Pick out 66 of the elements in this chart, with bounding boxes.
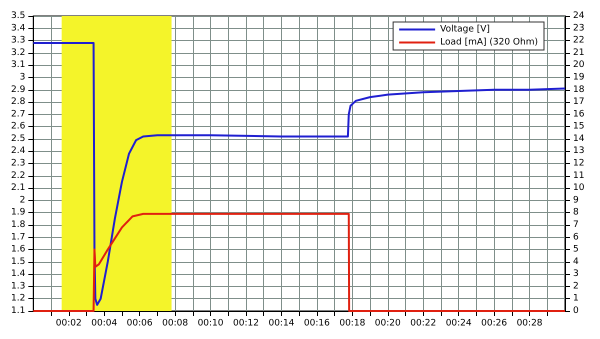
y2-tick-label: 8 (573, 208, 579, 218)
x-tick-label: 00:20 (374, 318, 402, 328)
x-tick-label: 00:04 (91, 318, 118, 328)
y-tick-label: 1.7 (10, 232, 26, 242)
y2-tick-label: 10 (573, 183, 585, 194)
x-tick-label: 00:26 (481, 318, 508, 328)
y-tick-label: 3.2 (10, 48, 26, 58)
x-tick-label: 00:14 (268, 318, 295, 328)
x-tick-label: 00:12 (233, 318, 259, 328)
y2-tick-label: 6 (573, 232, 579, 242)
y-tick-label: 2.7 (10, 109, 26, 120)
y-tick-label: 2.4 (10, 146, 26, 156)
x-tick-label: 00:02 (56, 318, 82, 328)
x-tick-label: 00:16 (304, 318, 330, 328)
y-tick-label: 3.1 (10, 60, 26, 70)
y2-tick-label: 20 (573, 60, 585, 70)
y2-tick-label: 17 (573, 97, 584, 108)
y-tick-label: 3 (20, 72, 26, 82)
y2-tick-label: 12 (573, 158, 584, 168)
y-tick-label: 1.4 (10, 269, 26, 280)
y2-tick-label: 0 (573, 306, 579, 316)
y2-tick-label: 24 (573, 11, 585, 21)
y-tick-label: 2.6 (10, 122, 26, 132)
y-tick-label: 2.8 (10, 97, 26, 108)
x-tick-label: 00:10 (198, 318, 224, 328)
y-tick-label: 2.1 (10, 183, 26, 194)
y-tick-label: 2.2 (10, 170, 26, 181)
y-tick-label: 3.3 (10, 36, 26, 46)
y-tick-label: 2.9 (10, 84, 26, 95)
y-tick-label: 1.5 (10, 256, 26, 267)
y2-tick-label: 9 (573, 195, 579, 206)
y-tick-label: 2 (20, 195, 26, 206)
y-tick-label: 1.8 (10, 220, 26, 230)
y-tick-label: 1.6 (10, 244, 26, 255)
y2-tick-label: 18 (573, 84, 585, 95)
y-tick-label: 2.5 (10, 134, 26, 144)
y2-tick-label: 11 (573, 170, 584, 181)
y-tick-label: 3.5 (10, 11, 26, 21)
y-tick-label: 2.3 (10, 158, 26, 168)
y2-tick-label: 22 (573, 36, 584, 46)
y2-tick-label: 23 (573, 23, 584, 34)
y2-tick-label: 1 (573, 294, 579, 304)
y-tick-label: 3.4 (10, 23, 26, 34)
y-tick-label: 1.1 (10, 306, 26, 316)
y2-tick-label: 7 (573, 220, 579, 230)
y-tick-label: 1.2 (10, 294, 26, 304)
legend-label: Load [mA] (320 Ohm) (440, 38, 538, 48)
x-tick-label: 00:28 (516, 318, 543, 328)
x-tick-label: 00:24 (446, 318, 472, 328)
y2-tick-label: 14 (573, 134, 585, 144)
y2-tick-label: 5 (573, 244, 579, 255)
y2-tick-label: 21 (573, 48, 584, 58)
y-tick-label: 1.9 (10, 208, 26, 218)
y2-tick-label: 16 (573, 109, 585, 120)
x-tick-label: 00:22 (410, 318, 436, 328)
y2-tick-label: 2 (573, 281, 579, 292)
y-tick-label: 1.3 (10, 281, 26, 292)
y2-tick-label: 4 (573, 256, 579, 267)
x-tick-label: 00:06 (126, 318, 153, 328)
legend-label: Voltage [V] (440, 24, 490, 34)
y2-tick-label: 13 (573, 146, 584, 156)
x-tick-label: 00:18 (339, 318, 366, 328)
y2-tick-label: 3 (573, 269, 579, 280)
y2-tick-label: 19 (573, 72, 585, 82)
x-tick-label: 00:08 (162, 318, 188, 328)
y2-tick-label: 15 (573, 122, 584, 132)
